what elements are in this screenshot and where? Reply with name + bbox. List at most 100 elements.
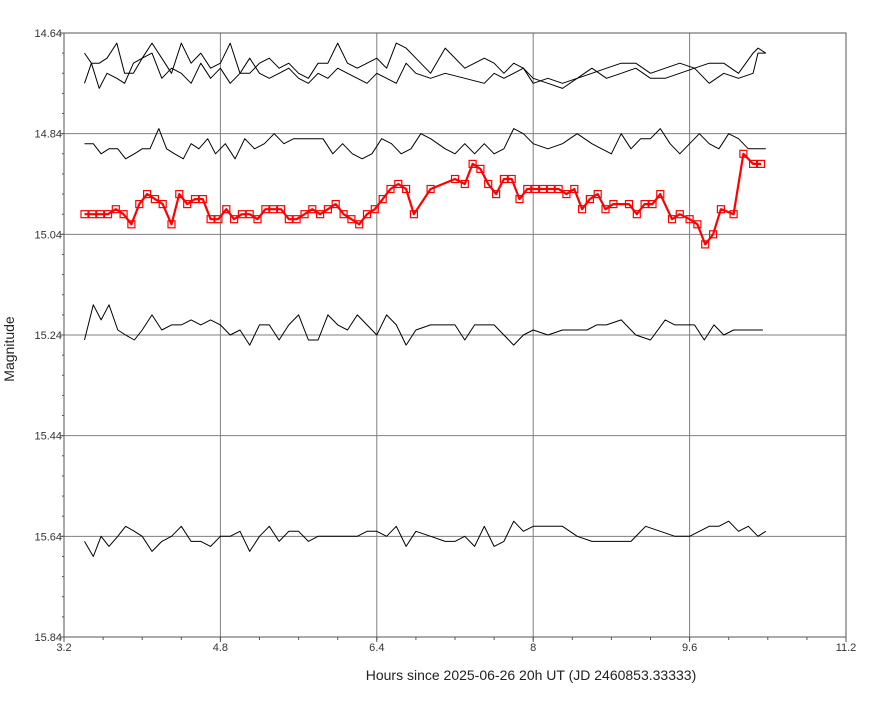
- target-data-point: [593, 190, 602, 199]
- target-data-point: [460, 179, 469, 189]
- target-data-point: [484, 179, 493, 189]
- target-data-point: [339, 210, 348, 219]
- target-data-point: [468, 159, 477, 168]
- y-tick-label: 14.84: [34, 129, 62, 141]
- target-data-point: [708, 230, 718, 239]
- target-data-point: [253, 215, 262, 224]
- target-data-point: [175, 190, 184, 199]
- target-data-point: [546, 184, 555, 194]
- x-tick-label: 4.8: [213, 642, 228, 654]
- target-data-point: [739, 149, 748, 158]
- y-tick-label: 15.44: [34, 431, 62, 443]
- target-data-point: [756, 159, 766, 168]
- target-data-point: [150, 195, 159, 204]
- comparison-4-series-line: [84, 304, 763, 346]
- target-data-point: [316, 210, 325, 219]
- comparison-5-series-line: [84, 520, 767, 557]
- x-tick-label: 11.2: [836, 642, 857, 654]
- target-data-point: [693, 220, 702, 229]
- target-data-point: [531, 184, 540, 194]
- target-data-point: [135, 200, 144, 209]
- target-data-point: [206, 215, 215, 224]
- x-tick-label: 8: [530, 642, 536, 654]
- y-axis-label: Magnitude: [1, 316, 17, 382]
- target-data-point: [119, 210, 128, 219]
- y-tick-label: 15.24: [34, 330, 62, 342]
- target-data-point: [292, 215, 301, 224]
- target-data-point: [269, 205, 278, 214]
- target-data-point: [656, 190, 665, 199]
- comparison-3-series-line: [84, 128, 766, 160]
- target-data-point: [362, 210, 372, 219]
- target-data-point: [222, 205, 231, 214]
- y-tick-label: 14.64: [34, 28, 62, 40]
- target-data-point: [190, 195, 200, 204]
- target-data-point: [515, 195, 524, 204]
- target-data-point: [355, 220, 364, 229]
- x-tick-label: 9.6: [682, 642, 697, 654]
- data-series: [84, 42, 767, 557]
- target-data-point: [214, 215, 223, 224]
- target-data-point: [103, 210, 113, 219]
- target-data-point: [624, 200, 634, 209]
- target-data-point: [570, 184, 579, 194]
- y-tick-label: 15.04: [34, 229, 62, 241]
- target-data-point: [96, 210, 105, 219]
- target-data-point: [300, 210, 309, 219]
- x-axis-label: Hours since 2025-06-26 20h UT (JD 246085…: [366, 667, 697, 683]
- target-data-point: [394, 179, 403, 189]
- target-data-point: [230, 215, 239, 224]
- target-data-point: [183, 200, 192, 209]
- x-axis-ticks: 3.2 4.8 6.4 8 9.6 11.2: [56, 637, 856, 654]
- target-data-point: [609, 200, 618, 209]
- target-data-point: [729, 210, 738, 219]
- target-data-point: [667, 215, 677, 224]
- target-data-point: [331, 200, 340, 209]
- target-data-point: [276, 205, 286, 214]
- target-data-point: [648, 200, 657, 209]
- target-data-point: [323, 205, 332, 214]
- x-tick-label: 3.2: [56, 642, 71, 654]
- target-data-point: [409, 210, 418, 219]
- target-data-point: [450, 174, 460, 184]
- target-data-point: [716, 205, 726, 214]
- target-data-point: [632, 210, 641, 219]
- target-data-point: [585, 195, 595, 204]
- target-data-point: [261, 205, 270, 214]
- y-tick-label: 15.84: [34, 632, 62, 644]
- target-data-point: [476, 164, 485, 173]
- target-data-point: [675, 210, 684, 219]
- target-series-line: [84, 152, 761, 246]
- target-data-point: [538, 184, 548, 194]
- target-data-point: [111, 205, 120, 214]
- target-data-point: [426, 184, 435, 194]
- target-data-point: [554, 184, 563, 194]
- target-data-point: [523, 184, 532, 194]
- target-data-point: [143, 190, 152, 199]
- target-data-point: [507, 174, 516, 184]
- comparison-2-series-line: [84, 52, 766, 89]
- target-data-point: [347, 215, 356, 224]
- target-data-point: [127, 220, 136, 229]
- target-data-point: [499, 174, 508, 184]
- target-data-point: [88, 210, 97, 219]
- target-data-point: [701, 240, 710, 249]
- target-data-point: [685, 215, 694, 224]
- x-tick-label: 6.4: [369, 642, 384, 654]
- target-data-point: [80, 210, 89, 219]
- target-data-point: [158, 200, 167, 209]
- target-data-point: [370, 205, 379, 214]
- target-data-point: [378, 195, 387, 204]
- target-data-point: [386, 184, 395, 194]
- grid-lines: [64, 33, 846, 637]
- target-data-point: [402, 184, 411, 194]
- target-data-point: [167, 220, 176, 229]
- target-data-point: [577, 205, 587, 214]
- target-data-point: [601, 205, 610, 214]
- y-tick-label: 15.64: [34, 531, 62, 543]
- target-data-point: [245, 210, 254, 219]
- target-data-point: [308, 205, 317, 214]
- target-data-point: [748, 159, 758, 168]
- target-markers: [80, 149, 766, 249]
